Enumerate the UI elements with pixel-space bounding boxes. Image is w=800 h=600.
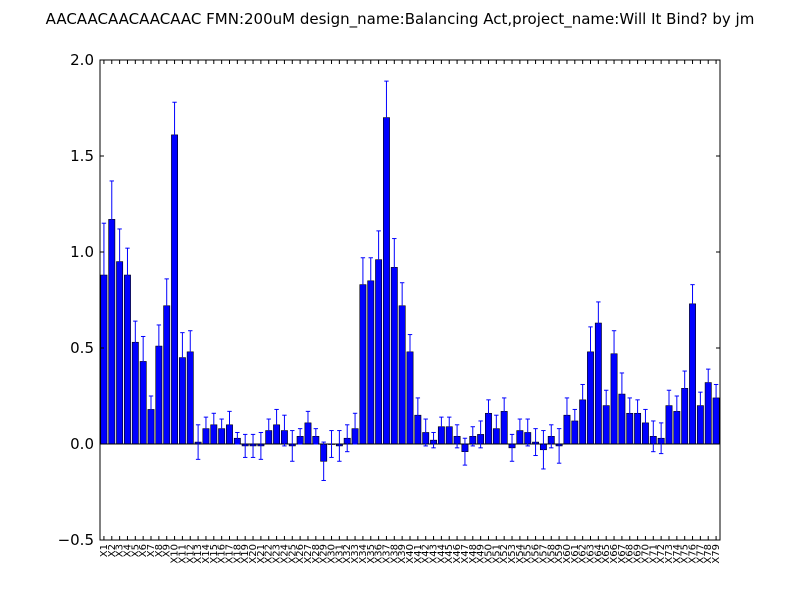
x-tick-label: X69: [633, 544, 644, 564]
x-tick-label: X20: [248, 544, 259, 564]
x-tick-label: X5: [130, 544, 141, 557]
chart-title: AACAACAACAACAAC FMN:200uM design_name:Ba…: [46, 10, 755, 29]
x-tick-label: X54: [515, 544, 526, 564]
x-tick-label: X61: [570, 544, 581, 564]
x-axis: X1X2X3X4X5X6X7X8X9X10X11X12X13X14X15X16X…: [99, 60, 722, 564]
x-tick-label: X16: [217, 544, 228, 564]
y-axis: −0.5 0.0 0.5 1.0 1.5 2.0: [58, 51, 720, 549]
x-tick-label: X60: [562, 544, 573, 564]
x-tick-label: X31: [334, 544, 345, 564]
x-tick-label: X18: [232, 544, 243, 564]
x-tick-label: X79: [711, 544, 722, 564]
x-tick-label: X45: [444, 544, 455, 564]
x-tick-label: X32: [342, 544, 353, 564]
x-tick-label: X8: [154, 544, 165, 557]
x-tick-label: X39: [397, 544, 408, 564]
x-tick-label: X25: [287, 544, 298, 564]
x-tick-label: X42: [421, 544, 432, 564]
x-tick-label: X30: [327, 544, 338, 564]
x-tick-label: X53: [507, 544, 518, 564]
x-tick-label: X75: [680, 544, 691, 564]
x-tick-label: X43: [429, 544, 440, 564]
x-tick-label: X29: [319, 544, 330, 564]
x-tick-label: X22: [264, 544, 275, 564]
x-tick-label: X67: [617, 544, 628, 564]
x-tick-label: X33: [350, 544, 361, 564]
x-tick-label: X2: [107, 544, 118, 557]
x-tick-label: X62: [578, 544, 589, 564]
x-tick-label: X10: [170, 544, 181, 564]
x-tick-label: X17: [224, 544, 235, 564]
x-tick-label: X41: [413, 544, 424, 564]
x-tick-label: X26: [295, 544, 306, 564]
x-tick-label: X6: [138, 544, 149, 557]
x-tick-label: X68: [625, 544, 636, 564]
x-tick-label: X9: [162, 544, 173, 557]
x-tick-label: X36: [374, 544, 385, 564]
x-tick-label: X71: [648, 544, 659, 564]
x-tick-label: X46: [452, 544, 463, 564]
x-tick-label: X73: [664, 544, 675, 564]
x-tick-label: X24: [279, 544, 290, 564]
y-tick-label: 1.0: [70, 243, 94, 261]
x-tick-label: X78: [703, 544, 714, 564]
x-tick-label: X48: [468, 544, 479, 564]
x-tick-label: X65: [601, 544, 612, 564]
x-tick-label: X59: [554, 544, 565, 564]
x-tick-label: X77: [695, 544, 706, 564]
x-tick-label: X23: [272, 544, 283, 564]
x-tick-label: X66: [609, 544, 620, 564]
x-tick-label: X13: [193, 544, 204, 564]
x-tick-label: X7: [146, 544, 157, 557]
x-tick-label: X50: [483, 544, 494, 564]
x-tick-label: X12: [185, 544, 196, 564]
y-tick-label: 2.0: [70, 51, 94, 69]
x-tick-label: X40: [405, 544, 416, 564]
x-tick-label: X3: [115, 544, 126, 557]
x-tick-label: X44: [436, 544, 447, 564]
x-tick-label: X47: [460, 544, 471, 564]
bar-X76: [689, 303, 696, 445]
x-tick-label: X14: [201, 544, 212, 564]
x-tick-label: X64: [593, 544, 604, 564]
x-tick-label: X76: [688, 544, 699, 564]
x-tick-label: X58: [546, 544, 557, 564]
x-tick-label: X15: [209, 544, 220, 564]
x-tick-label: X70: [640, 544, 651, 564]
x-tick-label: X38: [389, 544, 400, 564]
y-tick-label: 0.5: [70, 339, 94, 357]
bars-group: [100, 117, 720, 462]
bar-X35: [367, 280, 375, 445]
x-tick-label: X63: [586, 544, 597, 564]
x-tick-label: X4: [122, 544, 133, 557]
x-tick-label: X57: [538, 544, 549, 564]
x-tick-label: X56: [531, 544, 542, 564]
y-tick-label: 1.5: [70, 147, 94, 165]
y-tick-label: 0.0: [70, 435, 94, 453]
x-tick-label: X55: [523, 544, 534, 564]
x-tick-label: X72: [656, 544, 667, 564]
x-tick-label: X74: [672, 544, 683, 564]
x-tick-label: X21: [256, 544, 267, 564]
x-tick-label: X51: [491, 544, 502, 564]
y-tick-label: −0.5: [58, 531, 94, 549]
x-tick-label: X49: [476, 544, 487, 564]
x-tick-label: X34: [358, 544, 369, 564]
x-tick-label: X28: [311, 544, 322, 564]
bar-X37: [383, 117, 390, 445]
x-tick-label: X19: [240, 544, 251, 564]
x-tick-label: X11: [177, 544, 188, 564]
x-tick-label: X27: [303, 544, 314, 564]
x-tick-label: X1: [99, 544, 110, 557]
x-tick-label: X52: [499, 544, 510, 564]
x-tick-label: X37: [381, 544, 392, 564]
error-bars-group: [101, 80, 719, 481]
bar-X10: [171, 134, 178, 445]
x-tick-label: X35: [366, 544, 377, 564]
plot-frame: [99, 59, 721, 541]
